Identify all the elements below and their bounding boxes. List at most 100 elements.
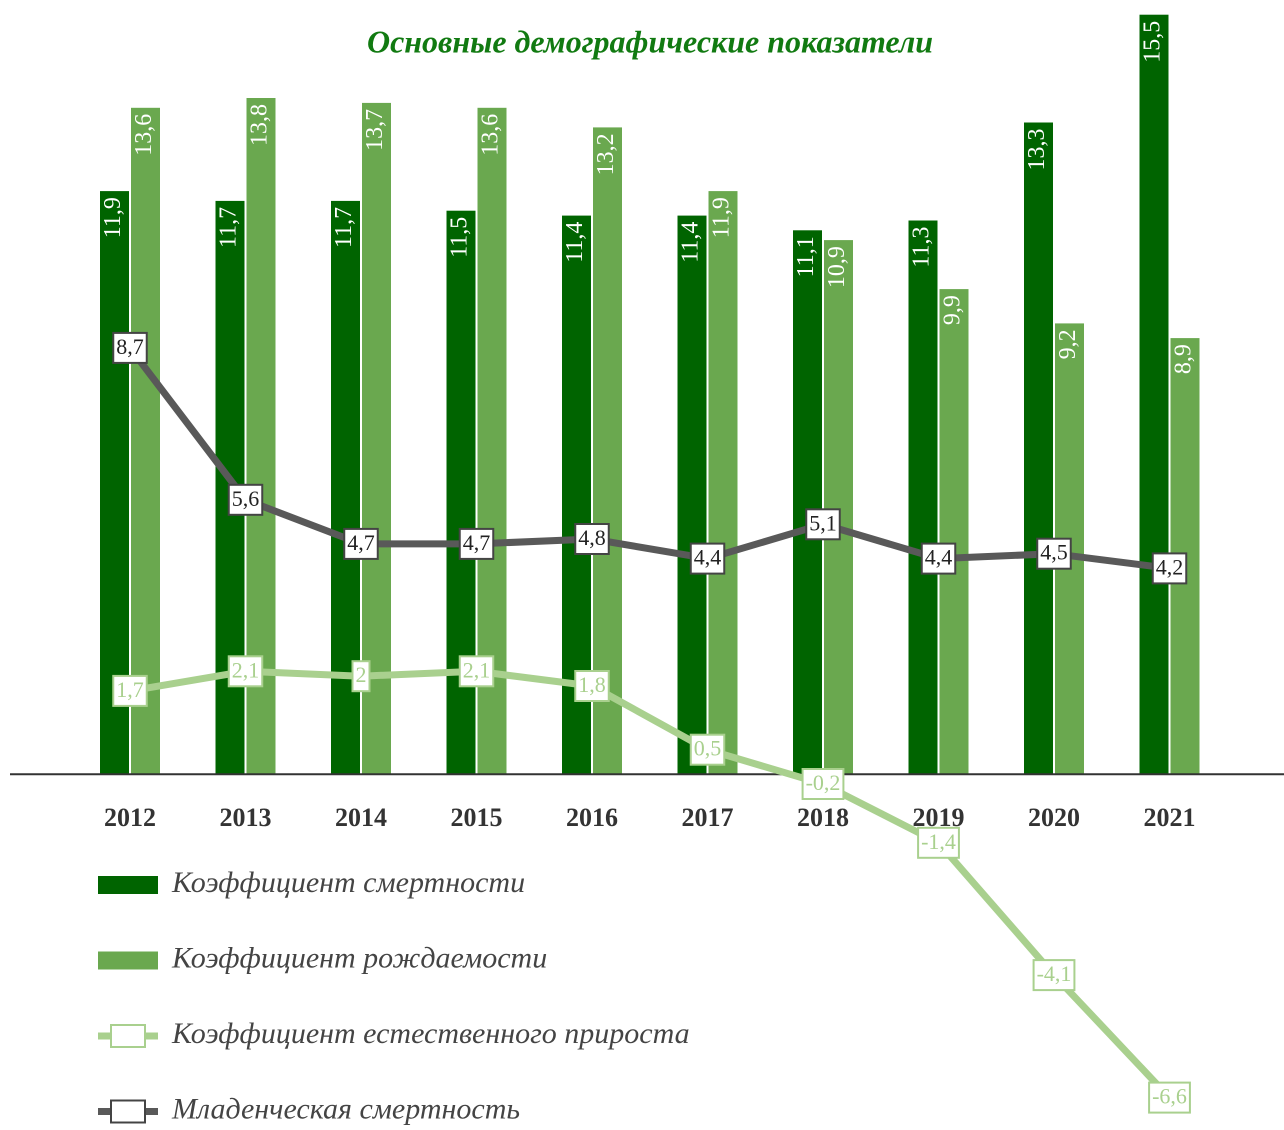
point-label: -1,4 (917, 826, 960, 859)
legend-swatch (98, 876, 158, 894)
point-label-text: 2,1 (232, 657, 260, 682)
bar (1139, 14, 1169, 775)
point-label: 4,2 (1151, 552, 1188, 585)
point-label: -4,1 (1032, 959, 1076, 992)
point-label: 5,1 (805, 508, 841, 541)
legend-label: Коэффициент смертности (171, 866, 525, 899)
bar-label: 11,4 (562, 222, 588, 263)
bar-label: 13,8 (247, 104, 273, 146)
bar-label: 9,9 (940, 295, 966, 325)
bar-label: 11,1 (793, 236, 819, 277)
bar (908, 220, 938, 775)
label-box (112, 331, 148, 364)
point-label-text: 4,8 (578, 525, 606, 550)
label-box (1151, 552, 1188, 585)
label-box (1036, 537, 1072, 570)
bar-label: 11,3 (909, 227, 935, 268)
bar (824, 240, 853, 775)
point-label-text: 1,7 (116, 677, 144, 702)
label-box (917, 826, 960, 859)
point-label-text: -4,1 (1037, 961, 1072, 986)
legend-swatch-box (110, 1024, 146, 1048)
label-box (343, 527, 379, 560)
bar-label: 8,9 (1171, 344, 1197, 374)
bar-label: 10,9 (824, 246, 850, 288)
point-label: 8,7 (112, 331, 148, 364)
x-tick-label: 2015 (451, 803, 503, 832)
chart-title: Основные демографические показатели (367, 23, 933, 59)
label-box (1032, 959, 1076, 992)
bar-label: 13,3 (1024, 129, 1050, 171)
label-box (112, 674, 148, 707)
bar (793, 230, 822, 775)
point-label: 2 (351, 660, 371, 693)
bar-label: 11,4 (678, 222, 704, 263)
bar-label: 13,6 (131, 114, 157, 156)
bar-label: 13,6 (478, 114, 504, 156)
bar-label: 11,9 (709, 197, 735, 238)
bar-label: 13,7 (362, 109, 388, 151)
point-label: 5,6 (227, 483, 264, 516)
point-label-text: 4,2 (1156, 554, 1184, 579)
bar (708, 191, 738, 775)
point-label-text: 5,6 (232, 486, 260, 511)
bar-label: 11,9 (100, 197, 126, 238)
bar (677, 215, 707, 775)
line (127, 345, 1170, 572)
point-label: 4,5 (1036, 537, 1072, 570)
point-label: 1,8 (574, 670, 610, 702)
legend-swatch-box (110, 1099, 146, 1124)
point-label-text: -0,2 (806, 770, 841, 795)
point-label: 2,1 (458, 655, 495, 688)
point-label-text: 4,7 (463, 530, 491, 555)
x-tick-label: 2014 (335, 803, 387, 832)
point-label: 1,7 (112, 674, 148, 707)
point-label-text: 0,5 (694, 736, 722, 761)
point-label-text: 1,8 (578, 672, 606, 697)
x-tick-label: 2020 (1028, 803, 1080, 832)
x-tick-label: 2016 (566, 803, 618, 832)
point-label-text: 4,4 (694, 545, 722, 570)
x-tick-label: 2012 (104, 803, 156, 832)
bar (593, 127, 622, 775)
label-box (227, 483, 264, 516)
point-label: -6,6 (1148, 1081, 1191, 1114)
point-label: 0,5 (689, 733, 726, 766)
label-box (805, 508, 841, 541)
x-tick-label: 2021 (1144, 803, 1196, 832)
point-label: 4,4 (689, 542, 726, 575)
point-label-text: 5,1 (809, 510, 837, 535)
label-box (351, 660, 371, 693)
x-tick-label: 2017 (682, 803, 734, 832)
label-box (574, 670, 610, 702)
point-label-text: -6,6 (1152, 1084, 1187, 1109)
bar-label: 11,5 (447, 217, 473, 258)
bar-label: 13,2 (593, 133, 619, 175)
label-box (689, 542, 726, 575)
bar-label: 9,2 (1055, 329, 1081, 359)
point-label-text: -1,4 (921, 829, 956, 854)
bar (1024, 122, 1053, 775)
point-label-text: 4,5 (1040, 540, 1068, 565)
x-tick-label: 2018 (797, 803, 849, 832)
label-box (574, 523, 610, 555)
point-label: 4,7 (343, 527, 379, 560)
bar (939, 289, 969, 775)
legend-swatch (98, 951, 158, 970)
point-label: 4,4 (920, 542, 957, 575)
bar-label: 11,7 (216, 207, 242, 248)
point-label-text: 8,7 (116, 334, 144, 359)
point-label: 4,8 (574, 523, 610, 555)
label-box (801, 768, 845, 800)
legend-label: Коэффициент рождаемости (171, 941, 547, 974)
legend-label: Младенческая смертность (171, 1092, 520, 1125)
point-label: 4,7 (458, 527, 495, 560)
legend-label: Коэффициент естественного прироста (171, 1017, 690, 1050)
line (129, 667, 1173, 1101)
x-tick-label: 2013 (220, 803, 272, 832)
point-label-text: 2 (356, 662, 367, 687)
bar-label: 15,5 (1140, 21, 1166, 63)
point-label: 2,1 (227, 655, 264, 688)
label-box (920, 542, 957, 575)
